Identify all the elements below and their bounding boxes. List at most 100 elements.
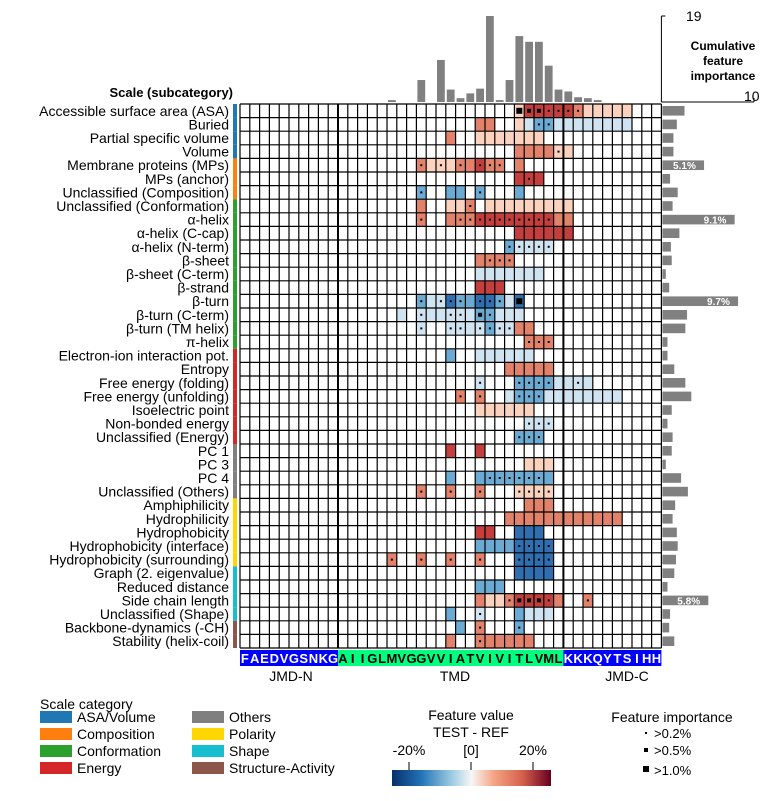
right-bar	[662, 418, 668, 429]
category-strip-segment	[233, 362, 237, 376]
importance-marker	[469, 205, 472, 207]
category-strip-segment	[233, 185, 237, 200]
category-legend-swatch	[192, 745, 224, 757]
right-bar	[662, 459, 666, 470]
row-label: Free energy (folding)	[99, 375, 229, 391]
sequence-residue: V	[280, 651, 289, 666]
heatmap-cell	[612, 512, 623, 526]
right-bar	[662, 106, 685, 116]
row-label: Entropy	[181, 361, 229, 377]
category-strip-segment	[233, 539, 237, 553]
heatmap-cells	[387, 104, 632, 648]
importance-marker	[537, 477, 540, 479]
sequence-residue: V	[476, 651, 485, 666]
top-axis-title-line-3: importance	[691, 69, 756, 83]
importance-marker	[508, 259, 511, 262]
sequence-residue: T	[466, 651, 474, 666]
tmd-label: TMD	[440, 668, 470, 684]
importance-marker	[488, 164, 491, 167]
sequence-residue: S	[623, 651, 632, 666]
category-legend-label: ASA/Volume	[77, 709, 156, 725]
right-bar	[662, 296, 739, 306]
right-bar	[662, 473, 682, 483]
category-legend-label: Conformation	[77, 743, 161, 759]
heatmap-cell	[524, 117, 534, 132]
category-strip-segment	[233, 607, 237, 621]
category-strip-segment	[233, 471, 237, 485]
importance-marker	[488, 327, 491, 330]
category-strip-segment	[233, 267, 237, 281]
sequence-residue: I	[361, 651, 365, 666]
right-bar	[662, 323, 686, 334]
heatmap-cell	[602, 512, 613, 526]
sequence-residue: L	[525, 651, 533, 666]
importance-marker	[508, 327, 511, 330]
heatmap-cell	[563, 144, 574, 159]
top-bar-chart	[388, 16, 602, 102]
heatmap-cell	[445, 471, 456, 485]
importance-marker	[547, 381, 550, 384]
heatmap-cell	[514, 226, 525, 240]
row-label: MPs (anchor)	[145, 171, 229, 187]
sequence-residue: Q	[593, 651, 603, 666]
heatmap-cell	[534, 525, 544, 540]
colorbar-tick-zero: [0]	[463, 742, 479, 758]
importance-marker	[449, 300, 452, 303]
heatmap-cell	[465, 294, 476, 308]
row-label: Side chain length	[122, 592, 229, 608]
category-strip-segment	[233, 199, 237, 213]
row-label: β-strand	[177, 280, 229, 296]
heatmap-cell	[534, 131, 544, 145]
row-label: Hydrophobicity (surrounding)	[49, 552, 229, 568]
importance-marker	[420, 218, 423, 221]
importance-marker	[479, 218, 482, 221]
heatmap-cell	[543, 226, 554, 240]
heatmap-cell	[524, 226, 534, 240]
importance-marker-small	[645, 732, 647, 734]
importance-marker	[528, 177, 531, 180]
importance-marker	[547, 422, 550, 425]
importance-marker	[479, 558, 482, 561]
colorbar-title: Feature value	[428, 707, 514, 723]
colorbar-legend: Feature value TEST - REF -20% [0] 20%	[392, 707, 551, 786]
importance-marker	[528, 490, 531, 493]
heatmap-cell	[563, 226, 574, 240]
heatmap-cell	[475, 253, 485, 268]
importance-marker	[479, 381, 482, 384]
category-strip-segment	[233, 308, 237, 322]
heatmap-cell	[504, 308, 515, 322]
heatmap-cell	[485, 539, 495, 553]
heatmap-cell	[524, 566, 534, 580]
row-label: Backbone-dynamics (-CH)	[65, 620, 229, 636]
importance-marker	[537, 218, 540, 221]
importance-marker	[498, 327, 501, 330]
heatmap-cell	[553, 199, 564, 213]
row-label: Hydrophilicity	[146, 511, 229, 527]
heatmap-cell	[524, 144, 534, 159]
sequence-residue: T	[515, 651, 523, 666]
category-legend-title: Scale category	[40, 696, 133, 712]
heatmap-cell	[455, 185, 466, 200]
right-bar	[662, 541, 678, 551]
heatmap-cell	[445, 444, 456, 458]
category-strip-segment	[233, 512, 237, 526]
sequence-residue: G	[367, 651, 377, 666]
category-strip-segment	[233, 566, 237, 580]
importance-marker-medium	[644, 748, 648, 752]
importance-marker	[449, 490, 452, 493]
heatmap-cell	[514, 348, 525, 363]
right-bar	[662, 432, 673, 442]
category-strip-segment	[233, 321, 237, 336]
row-label: Accessible surface area (ASA)	[39, 103, 229, 119]
category-strip-segment	[233, 104, 237, 118]
top-bar	[446, 89, 455, 102]
heatmap-cell	[494, 199, 505, 213]
heatmap-cell	[534, 566, 544, 580]
right-bar	[662, 636, 675, 646]
heatmap-cell	[504, 512, 515, 526]
category-strip-segment	[233, 430, 237, 444]
category-strip-segment	[233, 634, 237, 648]
sequence-residue: G	[416, 651, 426, 666]
